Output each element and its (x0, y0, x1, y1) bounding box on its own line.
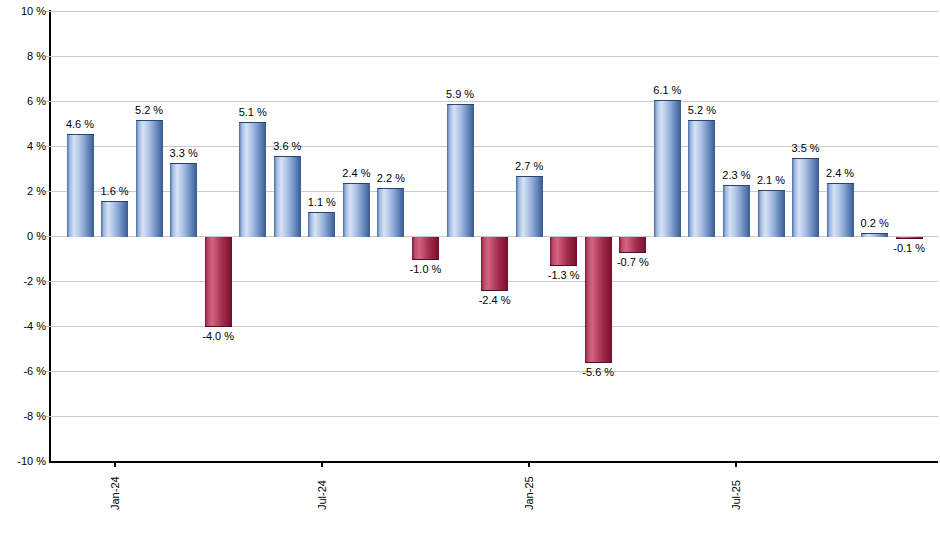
gridline (50, 326, 938, 327)
bar-value-label: 6.1 % (637, 84, 697, 97)
bar-value-label: -5.6 % (568, 366, 628, 379)
x-axis-tick (321, 462, 323, 467)
y-axis-tick-label: -2 % (0, 275, 46, 288)
bar-value-label: 5.1 % (223, 106, 283, 119)
bar (412, 237, 439, 260)
y-axis-tick-label: -4 % (0, 320, 46, 333)
monthly-returns-bar-chart: 10 % 8 % 6 % 4 % 2 % 0 % -2 % -4 % -6 % -8 % -10 %… (0, 0, 940, 550)
bar (136, 120, 163, 237)
bar (654, 100, 681, 237)
bar (481, 237, 508, 291)
bar (308, 212, 335, 237)
bar-value-label: 2.4 % (810, 167, 870, 180)
y-axis-tick-label: 6 % (0, 95, 46, 108)
bar (205, 237, 232, 327)
bar-value-label: -1.0 % (396, 263, 456, 276)
y-axis-tick-label: 8 % (0, 50, 46, 63)
y-axis-tick-label: -6 % (0, 365, 46, 378)
x-axis-tick-label: Jul-25 (729, 468, 743, 510)
bar (723, 185, 750, 237)
y-axis-tick-label: 2 % (0, 185, 46, 198)
bar (170, 163, 197, 237)
bar-value-label: 4.6 % (50, 118, 110, 131)
bar-value-label: -2.4 % (465, 294, 525, 307)
x-axis-tick (114, 462, 116, 467)
y-axis-tick-label: -10 % (0, 455, 46, 468)
bar (447, 104, 474, 237)
bar-value-label: 3.6 % (257, 140, 317, 153)
x-axis-tick (528, 462, 530, 467)
bar-value-label: 0.2 % (845, 217, 905, 230)
gridline (50, 11, 938, 12)
x-axis-tick-label: Jan-24 (108, 468, 122, 510)
bar-value-label: -0.1 % (879, 242, 939, 255)
y-axis-tick-label: -8 % (0, 410, 46, 423)
bar (861, 233, 888, 238)
x-axis-line (49, 461, 938, 463)
bar-value-label: 2.2 % (361, 172, 421, 185)
bar (377, 188, 404, 238)
bar-value-label: 3.5 % (776, 142, 836, 155)
bar (619, 237, 646, 253)
bar (101, 201, 128, 237)
bar-value-label: -4.0 % (188, 330, 248, 343)
y-axis-tick-label: 4 % (0, 140, 46, 153)
bar-value-label: 5.2 % (119, 104, 179, 117)
bar-value-label: 3.3 % (154, 147, 214, 160)
gridline (50, 371, 938, 372)
y-axis-tick-label: 10 % (0, 5, 46, 18)
x-axis-tick (735, 462, 737, 467)
gridline (50, 101, 938, 102)
bar (516, 176, 543, 237)
bar-value-label: 5.9 % (430, 88, 490, 101)
gridline (50, 56, 938, 57)
x-axis-tick-label: Jan-25 (522, 468, 536, 510)
bar (550, 237, 577, 266)
gridline (50, 416, 938, 417)
bar (343, 183, 370, 237)
bar (758, 190, 785, 237)
bar-value-label: 2.7 % (499, 160, 559, 173)
x-axis-tick-label: Jul-24 (315, 468, 329, 510)
y-axis-tick-label: 0 % (0, 230, 46, 243)
bar-value-label: -0.7 % (603, 256, 663, 269)
bar (896, 237, 923, 239)
bar-value-label: 5.2 % (672, 104, 732, 117)
